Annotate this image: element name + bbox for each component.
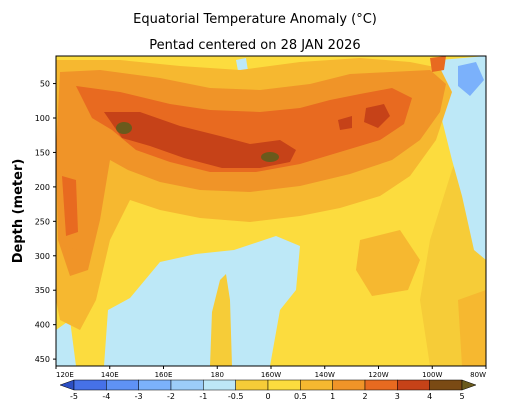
contour-3	[76, 86, 412, 172]
colorbar-label: -2	[167, 392, 175, 401]
y-tick-label: 50	[40, 80, 50, 89]
x-axis: 120E 140E 160E 180 160W 140W 120W 100W 80W	[55, 366, 487, 379]
colorbar-swatch	[235, 379, 269, 391]
contour-neg-0-5-a	[104, 236, 300, 366]
y-axis-label: Depth (meter)	[11, 159, 26, 264]
y-tick-label: 150	[35, 148, 50, 157]
colorbar-swatch	[429, 379, 463, 391]
colorbar-label: -4	[102, 392, 110, 401]
x-tick-label: 120W	[368, 371, 388, 379]
colorbar-label: -3	[135, 392, 143, 401]
x-tick-label: 180	[211, 371, 224, 379]
colorbar-swatch	[332, 379, 366, 391]
x-tick-label: 140W	[315, 371, 335, 379]
colorbar-label: 3	[395, 392, 400, 401]
colorbar-swatch	[170, 379, 204, 391]
contour-surface-cold	[458, 62, 484, 96]
chart-subtitle: Pentad centered on 28 JAN 2026	[149, 38, 361, 53]
contour-4-b	[364, 104, 390, 128]
colorbar-label: -5	[70, 392, 78, 401]
x-tick-label: 120E	[56, 371, 74, 379]
colorbar-label: 4	[427, 392, 432, 401]
colorbar-label: -1	[199, 392, 207, 401]
contour-4-c	[338, 116, 352, 130]
y-tick-label: 350	[35, 286, 50, 295]
colorbar-swatch	[73, 379, 107, 391]
colorbar-swatch	[106, 379, 139, 391]
colorbar-label: 0.5	[294, 392, 307, 401]
y-tick-label: 450	[35, 355, 50, 364]
y-axis: 50 100 150 200 250 300 350 400 450	[35, 80, 56, 364]
y-tick-label: 250	[35, 217, 50, 226]
contour-1-c	[458, 290, 486, 366]
x-tick-label: 140E	[101, 371, 119, 379]
contour-1-b	[356, 230, 420, 296]
anomaly-field	[56, 56, 486, 366]
colorbar-swatch	[364, 379, 398, 391]
contour-5-a	[116, 122, 132, 134]
y-tick-label: 400	[35, 321, 50, 330]
contour-3-b	[62, 176, 78, 236]
colorbar-swatch	[203, 379, 236, 391]
y-tick-label: 200	[35, 183, 50, 192]
colorbar-label: 2	[362, 392, 367, 401]
y-tick-label: 100	[35, 114, 50, 123]
y-tick-label: 300	[35, 252, 50, 261]
x-tick-label: 160W	[261, 371, 281, 379]
chart-title: Equatorial Temperature Anomaly (°C)	[133, 12, 377, 27]
colorbar-high-arrow	[461, 379, 477, 391]
contour-neg-0-5-b	[210, 274, 232, 366]
contour-surface-patch	[430, 56, 446, 72]
x-tick-label: 100W	[422, 371, 442, 379]
colorbar-swatch	[300, 379, 333, 391]
colorbar-label: 1	[330, 392, 335, 401]
colorbar: -5 -4 -3 -2 -1 -0.5 0 0.5 1 2 3 4 5	[59, 379, 477, 401]
colorbar-label: -0.5	[228, 392, 244, 401]
colorbar-swatch	[138, 379, 172, 391]
colorbar-label: 0	[265, 392, 270, 401]
colorbar-label: 5	[459, 392, 464, 401]
colorbar-swatch	[397, 379, 430, 391]
x-tick-label: 80W	[470, 371, 486, 379]
contour-neg-0-5-d	[56, 320, 76, 366]
colorbar-low-arrow	[59, 379, 75, 391]
colorbar-swatch	[267, 379, 301, 391]
contour-neg-0-5-c	[440, 56, 486, 260]
contour-4	[104, 112, 296, 168]
contour-5-b	[261, 152, 279, 162]
x-tick-label: 160E	[155, 371, 173, 379]
